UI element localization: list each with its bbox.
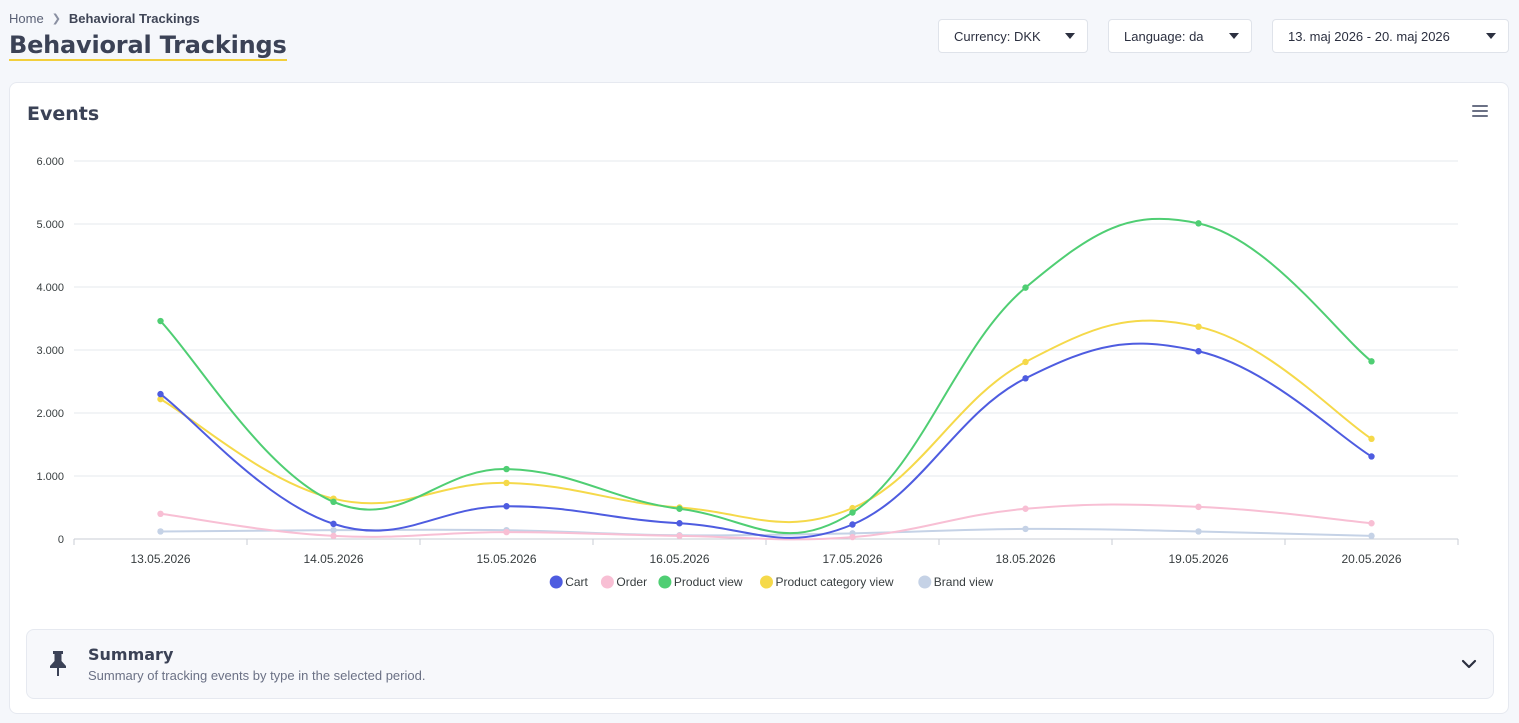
language-select[interactable]: Language: da — [1108, 19, 1252, 53]
legend-label: Brand view — [934, 575, 994, 589]
data-point-order — [849, 533, 856, 541]
x-tick-label: 16.05.2026 — [649, 552, 709, 566]
events-line-chart: 0 1.000 2.000 3.000 4.000 5.000 6.000 13.05.202… — [36, 156, 1459, 589]
y-tick-label: 0 — [58, 534, 64, 546]
x-tick-label: 17.05.2026 — [822, 552, 882, 566]
data-point-product-view — [330, 498, 337, 506]
x-tick-label: 19.05.2026 — [1168, 552, 1228, 566]
data-point-brand-view — [1368, 532, 1375, 540]
legend-label: Product view — [674, 575, 743, 589]
series-line-order — [160, 503, 1372, 541]
data-point-product-view — [157, 317, 164, 325]
legend-item-brand-view[interactable]: Brand view — [918, 575, 993, 589]
data-point-product-view — [503, 465, 510, 473]
series-line-cart — [159, 342, 1373, 539]
data-point-product-category-view — [1368, 435, 1375, 443]
legend-marker — [760, 575, 773, 589]
data-point-order — [1368, 520, 1375, 527]
date-range-select[interactable]: 13. maj 2026 - 20. maj 2026 — [1272, 19, 1509, 53]
data-point-cart — [676, 520, 683, 527]
data-point-order — [1195, 503, 1202, 511]
legend-item-product-category-view[interactable]: Product category view — [760, 575, 894, 589]
x-tick-label: 15.05.2026 — [476, 552, 536, 566]
breadcrumb-current: Behavioral Trackings — [68, 11, 200, 26]
summary-panel[interactable]: Summary Summary of tracking events by ty… — [26, 629, 1494, 699]
data-point-product-category-view — [503, 479, 510, 487]
x-tick-label: 20.05.2026 — [1341, 552, 1401, 566]
currency-select-label: Currency: DKK — [954, 28, 1041, 44]
summary-description: Summary of tracking events by type in th… — [88, 668, 426, 683]
pin-icon — [50, 651, 66, 676]
y-tick-label: 6.000 — [36, 156, 64, 168]
legend-marker — [549, 575, 563, 589]
legend-marker — [658, 575, 672, 589]
caret-down-icon — [1065, 33, 1075, 39]
events-card-title: Events — [27, 103, 100, 125]
y-tick-label: 5.000 — [36, 219, 64, 231]
data-point-cart — [1195, 348, 1202, 355]
legend-marker — [600, 575, 614, 589]
data-point-cart — [157, 390, 164, 398]
y-tick-label: 4.000 — [36, 282, 64, 294]
data-point-product-view — [849, 509, 856, 516]
data-point-cart — [849, 521, 856, 528]
data-point-brand-view — [1195, 528, 1202, 535]
events-card: Events 0 1.000 2.000 3.000 4.000 5.000 6.000 13… — [9, 82, 1509, 714]
data-point-cart — [1022, 375, 1029, 382]
legend-label: Cart — [565, 575, 588, 589]
data-point-order — [676, 532, 683, 540]
caret-down-icon — [1229, 33, 1239, 39]
data-point-product-category-view — [1195, 323, 1202, 330]
x-tick-label: 18.05.2026 — [995, 552, 1055, 566]
y-tick-label: 1.000 — [36, 471, 64, 483]
chevron-right-icon: ❯ — [51, 13, 61, 25]
data-point-product-view — [1368, 358, 1375, 365]
series-line-product-view — [159, 217, 1373, 535]
data-point-order — [1022, 505, 1029, 512]
data-point-order — [330, 532, 337, 540]
legend-item-cart[interactable]: Cart — [549, 575, 589, 589]
date-range-select-label: 13. maj 2026 - 20. maj 2026 — [1288, 28, 1450, 44]
x-tick-label: 14.05.2026 — [303, 552, 363, 566]
legend-item-product-view[interactable]: Product view — [658, 575, 743, 589]
breadcrumb: Home ❯ Behavioral Trackings — [9, 11, 200, 26]
data-point-brand-view — [330, 526, 337, 534]
legend-marker — [918, 575, 932, 589]
data-point-cart — [330, 520, 337, 528]
x-tick-label: 13.05.2026 — [130, 552, 190, 566]
data-point-cart — [1368, 453, 1375, 460]
data-point-product-category-view — [849, 504, 856, 512]
currency-select[interactable]: Currency: DKK — [938, 19, 1088, 53]
data-point-order — [503, 528, 510, 536]
data-point-order — [157, 510, 164, 517]
data-point-brand-view — [157, 528, 164, 535]
caret-down-icon — [1486, 33, 1496, 39]
y-tick-label: 3.000 — [36, 345, 64, 357]
chevron-down-icon[interactable] — [1461, 658, 1477, 670]
hamburger-menu-icon[interactable] — [1472, 105, 1488, 117]
data-point-product-category-view — [157, 395, 164, 403]
legend-item-order[interactable]: Order — [600, 575, 647, 589]
page-title: Behavioral Trackings — [9, 31, 287, 61]
data-point-cart — [503, 503, 510, 510]
legend-label: Order — [616, 575, 647, 589]
summary-title: Summary — [88, 645, 174, 664]
data-point-brand-view — [1022, 525, 1029, 533]
data-point-product-category-view — [1022, 358, 1029, 366]
data-point-product-view — [1195, 220, 1202, 227]
breadcrumb-home[interactable]: Home — [9, 11, 44, 26]
language-select-label: Language: da — [1124, 28, 1204, 44]
legend-label: Product category view — [776, 575, 894, 589]
series-line-product-category-view — [160, 319, 1373, 524]
data-point-product-view — [676, 505, 683, 512]
data-point-product-view — [1022, 284, 1029, 291]
y-tick-label: 2.000 — [36, 408, 64, 420]
